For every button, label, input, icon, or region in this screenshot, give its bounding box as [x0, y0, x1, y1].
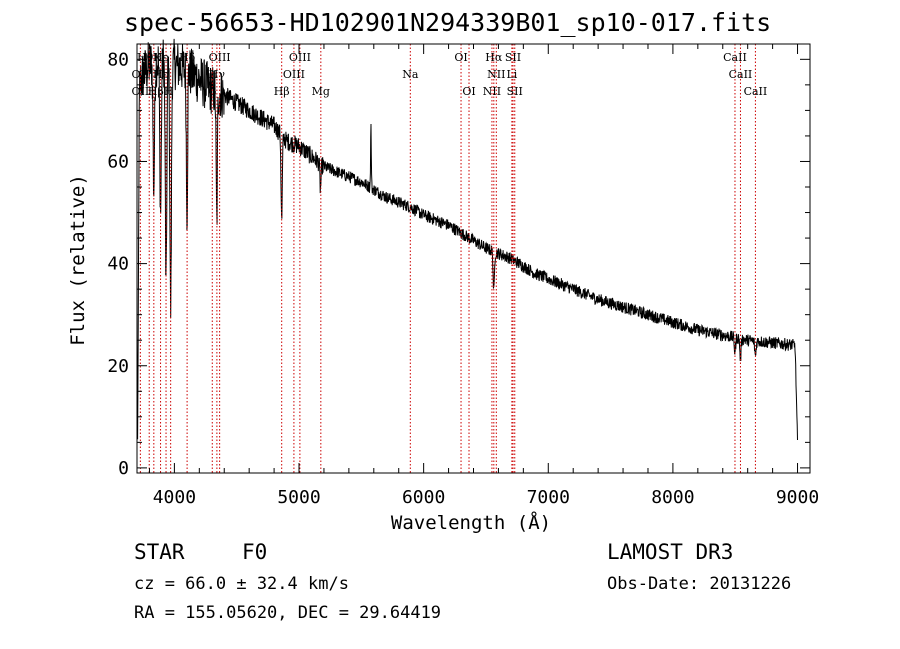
x-tick-label: 8000 — [651, 487, 694, 508]
line-marker-label: Na — [402, 68, 419, 81]
y-tick-label: 60 — [107, 151, 129, 172]
spectrum-line — [136, 38, 798, 441]
y-tick-label: 80 — [107, 49, 129, 70]
line-marker-label: OI — [454, 51, 467, 64]
line-marker-label: OII — [132, 85, 150, 98]
y-tick-label: 0 — [118, 458, 129, 479]
x-axis-label: Wavelength (Å) — [391, 511, 551, 534]
chart-title: spec-56653-HD102901N294339B01_sp10-017.f… — [124, 8, 772, 37]
line-marker-label: Hδ — [179, 51, 196, 64]
x-tick-label: 9000 — [776, 487, 819, 508]
x-tick-label: 6000 — [402, 487, 445, 508]
x-tick-label: 7000 — [527, 487, 570, 508]
line-marker-label: OII — [132, 68, 150, 81]
y-axis-label: Flux (relative) — [67, 174, 89, 346]
object-class: STAR — [134, 540, 185, 564]
line-marker-label: Hβ — [274, 85, 290, 98]
coordinates: RA = 155.05620, DEC = 29.64419 — [134, 603, 442, 623]
observation-date: Obs-Date: 20131226 — [607, 574, 792, 594]
line-marker-label: Li — [506, 68, 517, 81]
line-marker-label: CaII — [744, 85, 768, 98]
line-marker-label: OI — [462, 85, 475, 98]
line-marker-label: Hα — [485, 51, 503, 64]
line-marker-label: Hγ — [209, 68, 226, 81]
line-marker-label: NII — [487, 68, 505, 81]
line-marker-label: SII — [505, 51, 521, 64]
line-marker-label: G — [208, 85, 217, 98]
x-tick-label: 4000 — [153, 487, 196, 508]
axes-layer: 4000 5000 6000 7000 8000 9000 0 20 40 60 80 — [107, 43, 819, 508]
line-marker-label: OIII — [283, 68, 305, 81]
line-marker-label: OIII — [209, 51, 231, 64]
line-marker-label: Mg — [312, 85, 330, 98]
object-subclass: F0 — [242, 540, 268, 564]
redshift-velocity: cz = 66.0 ± 32.4 km/s — [134, 574, 349, 594]
line-marker-label: OIII — [289, 51, 311, 64]
line-marker-label: HβH — [148, 85, 174, 98]
line-marker-label: Hε — [153, 68, 169, 81]
survey-name: LAMOST DR3 — [607, 540, 734, 564]
line-marker-label: Hε — [153, 51, 169, 64]
line-marker-label: SII — [507, 85, 523, 98]
plot-frame — [136, 43, 811, 474]
y-tick-label: 20 — [107, 356, 129, 377]
spectrum-layer — [136, 38, 798, 441]
line-marker-label: HθK — [137, 51, 162, 64]
line-marker-label: CaII — [729, 68, 753, 81]
y-tick-label: 40 — [107, 254, 129, 275]
line-marker-label: NII — [483, 85, 501, 98]
line-marker-label: CaII — [723, 51, 747, 64]
x-tick-label: 5000 — [277, 487, 320, 508]
